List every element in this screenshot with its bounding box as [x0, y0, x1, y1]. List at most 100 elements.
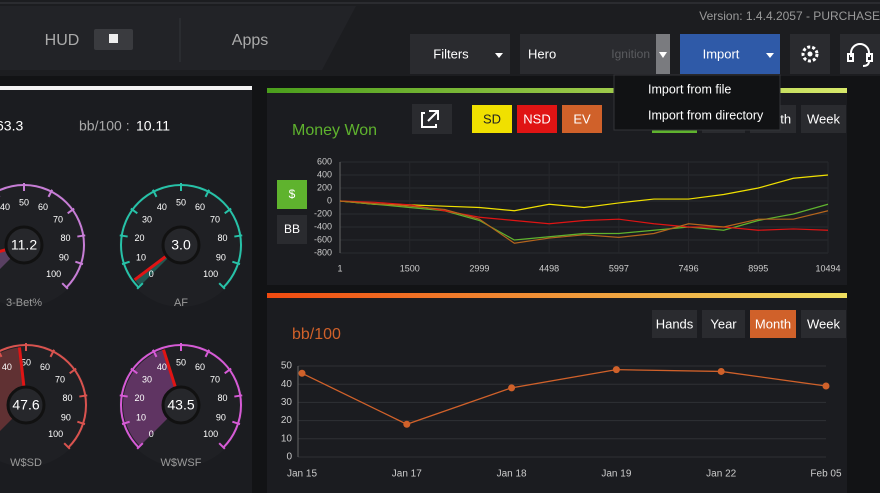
gauge-tick: [130, 367, 138, 375]
gauge-tick: [67, 207, 75, 215]
gauge-tick-label: 60: [195, 362, 205, 372]
unit-label: $: [289, 187, 296, 201]
gauge-tick: [63, 442, 71, 450]
gauge-tick-label: 10: [136, 412, 146, 422]
series-toggle[interactable]: [472, 105, 512, 133]
x-tick-label: 8995: [748, 263, 768, 273]
period-button[interactable]: [652, 310, 697, 338]
gauge-tick: [224, 367, 232, 375]
unit-button[interactable]: [277, 180, 307, 209]
headset-icon: [847, 43, 873, 67]
gauge-tick-label: 80: [217, 393, 227, 403]
gauge-tick-label: 60: [195, 202, 205, 212]
x-tick-label: Jan 22: [706, 469, 736, 480]
gauge-tick-label: 20: [135, 393, 145, 403]
gauge-tick: [121, 260, 130, 266]
period-button[interactable]: [801, 310, 846, 338]
gauge-tick-label: 0: [149, 269, 154, 279]
gauge-label: AF: [174, 297, 188, 309]
y-tick-label: -200: [314, 208, 332, 218]
gauge-tick: [234, 394, 243, 398]
period-label: Month: [755, 316, 791, 331]
series-line: [339, 200, 829, 241]
menu-item[interactable]: Import from directory: [648, 108, 764, 122]
gauge-tick: [234, 234, 243, 238]
y-tick-label: -800: [314, 247, 332, 257]
x-tick-label: 1: [337, 263, 342, 273]
gauge-tick: [218, 442, 226, 450]
gauge-hub: [6, 385, 46, 425]
y-tick-label: 0: [286, 452, 292, 463]
y-tick-label: -400: [314, 221, 332, 231]
filters-button[interactable]: [410, 34, 510, 74]
export-button[interactable]: [412, 104, 452, 134]
series-toggle[interactable]: [562, 105, 602, 133]
gauge-tick: [232, 420, 241, 426]
y-tick-label: 50: [281, 361, 293, 372]
period-label: Hands: [656, 316, 694, 331]
gauge-tick-label: 30: [142, 215, 152, 225]
period-button[interactable]: [750, 310, 796, 338]
unit-button[interactable]: [277, 215, 307, 244]
gauge-tick: [0, 351, 3, 358]
series-line: [301, 368, 827, 425]
gauge-label: 3-Bet%: [6, 297, 42, 309]
series-toggle-label: NSD: [523, 111, 550, 126]
gauge-value: 3.0: [171, 237, 191, 253]
gauge-tick-label: 70: [210, 215, 220, 225]
gauge-fill: [122, 349, 181, 447]
gauge-tick: [218, 282, 226, 290]
data-point: [298, 369, 306, 377]
period-label: Week: [807, 111, 840, 126]
tab[interactable]: HUD: [45, 32, 80, 49]
player-name: Hero: [528, 46, 556, 61]
gauge-tick-label: 40: [157, 362, 167, 372]
x-tick-label: Jan 15: [287, 469, 317, 480]
gauge-tick-label: 70: [53, 215, 63, 225]
gauge-tick-label: 100: [48, 429, 63, 439]
x-tick-label: Jan 17: [392, 469, 422, 480]
gauge-tick-label: 40: [157, 202, 167, 212]
gauge-tick-label: 60: [40, 362, 50, 372]
gauge-tick-label: 100: [203, 269, 218, 279]
import-button[interactable]: [680, 34, 780, 74]
toggle-knob: [109, 34, 118, 43]
site-name: Ignition: [611, 47, 650, 61]
gauge-tick-label: 20: [135, 233, 145, 243]
y-tick-label: 20: [281, 415, 293, 426]
y-tick-label: 10: [281, 433, 293, 444]
stat-label: bb/100 :: [79, 118, 130, 134]
y-tick-label: 400: [317, 169, 332, 179]
gauge-label: W$WSF: [161, 457, 202, 469]
stat-value: 10.11: [136, 118, 170, 134]
gauge-value: 47.6: [12, 397, 39, 413]
gauge-tick-label: 50: [21, 357, 31, 367]
gauge-tick-label: 50: [19, 197, 29, 207]
unit-label: BB: [284, 222, 300, 236]
period-button[interactable]: [702, 310, 745, 338]
series-toggle[interactable]: [517, 105, 557, 133]
menu-item[interactable]: Import from file: [648, 82, 731, 96]
x-tick-label: 10494: [815, 263, 840, 273]
caret: [766, 53, 774, 58]
gauge-tick: [136, 282, 144, 290]
data-point: [717, 367, 725, 375]
player-select[interactable]: [520, 34, 670, 74]
gauge-tick-label: 80: [217, 233, 227, 243]
period-button[interactable]: [801, 105, 846, 133]
x-tick-label: 1500: [400, 263, 420, 273]
support-button[interactable]: [840, 34, 880, 74]
gauge-tick: [232, 260, 241, 266]
gauge-tick: [49, 349, 56, 358]
gauge-hub: [4, 225, 44, 265]
x-tick-label: Feb 05: [810, 469, 842, 480]
x-tick-label: Jan 19: [601, 469, 631, 480]
gauge-label: W$SD: [10, 457, 42, 469]
version: Version: 1.4.4.2057 - PURCHASE: [699, 9, 880, 23]
gauge-tick-label: 50: [176, 357, 186, 367]
gauge-tick: [130, 207, 138, 215]
gauge-tick-label: 40: [2, 362, 12, 372]
data-point: [508, 384, 516, 392]
tab[interactable]: Apps: [232, 32, 268, 49]
gauge-tick: [77, 420, 86, 426]
